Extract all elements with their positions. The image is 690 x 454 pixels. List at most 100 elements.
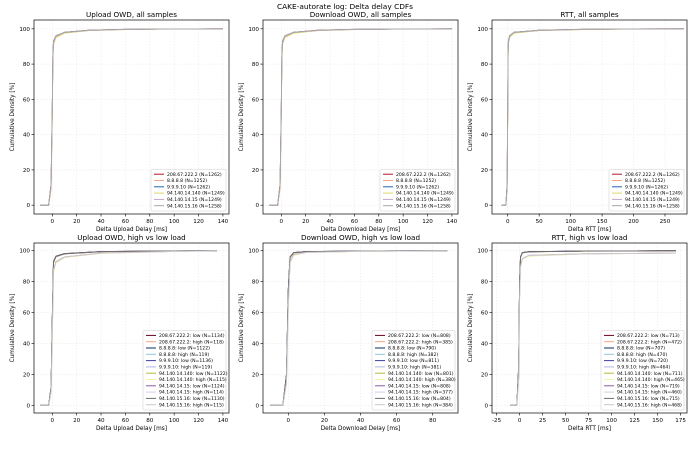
chart-3-xtick-label: 200 (628, 219, 639, 225)
chart-4-ytick-label: 20 (23, 372, 31, 378)
chart-5-legend-label-3: 8.8.8.8: low (N=790) (388, 346, 436, 352)
chart-6: -25 0 25 50 75 100 125 150 175 0 20 40 60 80 100 RTT, h… (468, 233, 688, 432)
chart-3-legend-label-3: 9.9.9.10 (N=1262) (625, 184, 668, 190)
chart-1-legend-label-6: 94.140.15.16 (N=1258) (167, 203, 222, 209)
chart-4-legend-label-4: 8.8.8.8: high (N=119) (159, 352, 209, 358)
chart-6-legend-label-7: 94.140.14.140: low (N=711) (617, 371, 683, 377)
chart-3-xtick-label: 0 (506, 219, 510, 225)
chart-2-legend-label-1: 208.67.222.2 (N=1262) (396, 172, 451, 178)
chart-3-legend-label-2: 8.8.8.8 (N=1252) (625, 178, 665, 184)
chart-5-xtick-label: 40 (357, 418, 365, 424)
chart-3-xtick-label: 100 (565, 219, 576, 225)
chart-2-legend: 208.67.222.2 (N=1262)8.8.8.8 (N=1252)9.9… (379, 168, 456, 212)
chart-5-legend: 208.67.222.2: low (N=808)208.67.222.2: h… (371, 330, 456, 411)
chart-5-series-line-12 (270, 250, 448, 406)
chart-6-legend-label-11: 94.140.15.16: low (N=715) (617, 396, 680, 402)
chart-2-frame (262, 19, 459, 215)
chart-2-legend-box (379, 168, 456, 212)
chart-4-legend-box (142, 330, 227, 411)
chart-4-xlabel: Delta Upload Delay [ms] (96, 426, 167, 432)
chart-4-legend-label-9: 94.140.14.15: low (N=1124) (159, 383, 225, 389)
chart-5-frame (262, 242, 459, 414)
chart-2-xtick-label: 60 (351, 219, 359, 225)
chart-3-xtick-label: 250 (660, 219, 671, 225)
chart-5-title: Download OWD, high vs low load (301, 233, 420, 242)
chart-6-title: RTT, high vs low load (552, 233, 628, 242)
chart-6-xtick-label: 175 (675, 418, 686, 424)
chart-3-legend-box (608, 168, 685, 212)
chart-1-legend-label-5: 94.140.14.15 (N=1249) (167, 197, 222, 203)
chart-5-ytick-label: 20 (252, 372, 260, 378)
chart-2-ylabel: Cumulative Density [%] (239, 83, 245, 152)
chart-4-series-line-12 (40, 250, 217, 406)
chart-3-frame (491, 19, 688, 215)
chart-4-legend: 208.67.222.2: low (N=1134)208.67.222.2: … (142, 330, 228, 411)
chart-6-xtick-label: 100 (606, 418, 617, 424)
chart-6-xtick-label: 150 (652, 418, 663, 424)
chart-5-legend-label-7: 94.140.14.140: low (N=801) (388, 371, 454, 377)
chart-5-ytick-label: 60 (252, 311, 260, 317)
chart-5-legend-label-4: 8.8.8.8: high (N=382) (388, 352, 438, 358)
chart-6-ytick-label: 80 (481, 280, 489, 286)
chart-2-xlabel: Delta Download Delay [ms] (321, 227, 401, 233)
chart-5: 0 20 40 60 80 0 20 40 60 80 100 Download OWD, high … (239, 233, 459, 432)
chart-4-xtick-label: 0 (51, 418, 55, 424)
chart-1-xtick-label: 0 (51, 219, 55, 225)
chart-1-xlabel: Delta Upload Delay [ms] (96, 227, 167, 233)
chart-4-xtick-label: 120 (193, 418, 204, 424)
chart-3-legend: 208.67.222.2 (N=1262)8.8.8.8 (N=1252)9.9… (608, 168, 685, 212)
chart-2-xtick-label: 0 (280, 219, 284, 225)
chart-6-legend-box (600, 330, 685, 411)
chart-4-ytick-label: 80 (23, 280, 31, 286)
chart-6-legend-label-12: 94.140.15.16: high (N=468) (617, 402, 682, 408)
chart-3-ylabel: Cumulative Density [%] (468, 83, 474, 152)
chart-6-ytick-label: 20 (481, 372, 489, 378)
chart-6-legend-label-1: 208.67.222.2: low (N=713) (617, 333, 680, 339)
chart-1-legend-label-1: 208.67.222.2 (N=1262) (167, 172, 222, 178)
chart-2-ytick-label: 0 (255, 203, 259, 209)
chart-1-ytick-label: 80 (23, 62, 31, 68)
chart-3: 0 50 100 150 200 250 0 20 40 60 80 100 RTT, all samp… (468, 10, 688, 233)
chart-1-ytick-label: 60 (23, 97, 31, 103)
chart-1-ylabel: Cumulative Density [%] (10, 83, 16, 152)
figure-suptitle: CAKE-autorate log: Delta delay CDFs (277, 2, 413, 11)
chart-2-ytick-label: 100 (248, 27, 259, 33)
chart-1-xtick-label: 60 (122, 219, 130, 225)
chart-4-legend-label-3: 8.8.8.8: low (N=1122) (159, 346, 210, 352)
chart-2-xtick-label: 40 (326, 219, 334, 225)
chart-2-legend-label-4: 94.140.14.140 (N=1249) (396, 191, 454, 197)
chart-6-legend-label-8: 94.140.14.140: high (N=465) (617, 377, 685, 383)
chart-1-legend-label-2: 8.8.8.8 (N=1252) (167, 178, 207, 184)
chart-5-legend-label-2: 208.67.222.2: high (N=385) (388, 339, 453, 345)
chart-5-xtick-label: 80 (429, 418, 437, 424)
chart-1-xtick-label: 140 (218, 219, 229, 225)
chart-4-ytick-label: 60 (23, 311, 31, 317)
chart-6-xtick-label: 0 (518, 418, 522, 424)
chart-1-ytick-label: 40 (23, 133, 31, 139)
chart-5-xlabel: Delta Download Delay [ms] (321, 426, 401, 432)
chart-1-xtick-label: 20 (73, 219, 81, 225)
chart-3-ytick-label: 0 (484, 203, 488, 209)
chart-5-ytick-label: 40 (252, 341, 260, 347)
chart-5-xtick-label: 60 (393, 418, 401, 424)
chart-6-xtick-label: -25 (492, 418, 502, 424)
chart-2-series-line-6 (269, 28, 452, 206)
chart-6-legend-label-2: 208.67.222.2: high (N=472) (617, 339, 682, 345)
chart-4-legend-label-7: 94.140.14.140: low (N=1122) (159, 371, 228, 377)
chart-2-xtick-label: 80 (375, 219, 383, 225)
chart-5-legend-label-12: 94.140.15.16: high (N=384) (388, 402, 453, 408)
chart-4-legend-label-2: 208.67.222.2: high (N=118) (159, 339, 224, 345)
chart-4-legend-label-8: 94.140.14.140: high (N=115) (159, 377, 227, 383)
chart-6-legend-label-6: 9.9.9.10: high (N=464) (617, 365, 670, 371)
chart-1-legend: 208.67.222.2 (N=1262)8.8.8.8 (N=1252)9.9… (150, 168, 227, 212)
chart-2-ytick-label: 80 (252, 62, 260, 68)
chart-1: 0 20 40 60 80 100 120 140 0 20 40 60 80 100 Upload OWD… (10, 10, 230, 233)
chart-5-legend-label-10: 94.140.14.15: high (N=377) (388, 390, 453, 396)
chart-1-xtick-label: 40 (97, 219, 105, 225)
chart-6-xlabel: Delta RTT [ms] (568, 426, 611, 432)
chart-4-xtick-label: 80 (146, 418, 154, 424)
chart-6-frame (491, 242, 688, 414)
chart-3-series-line-6 (501, 28, 684, 206)
chart-1-title: Upload OWD, all samples (86, 10, 177, 19)
chart-5-legend-box (371, 330, 456, 411)
